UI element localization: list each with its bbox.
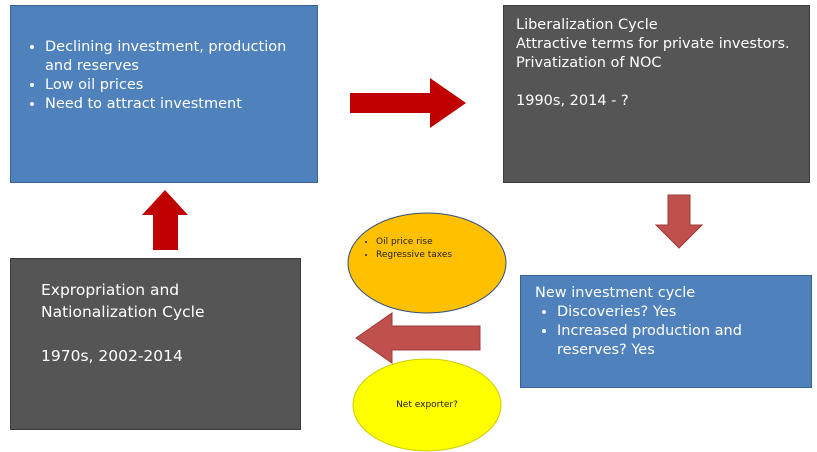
bullet-list: Discoveries? Yes Increased production an…: [535, 303, 803, 360]
note: Oil price rise Regressive taxes: [362, 236, 492, 262]
note-text: Net exporter?: [396, 400, 458, 410]
node-text: Attractive terms for private investors. …: [516, 36, 790, 71]
note-ellipse-orange: [347, 212, 507, 314]
node-title: Expropriation and Nationalization Cycle: [41, 281, 205, 321]
node-title: Liberalization Cycle: [516, 17, 658, 33]
node-box: Declining investment, production and res…: [10, 5, 318, 183]
node-box: Expropriation and Nationalization Cycle …: [10, 258, 301, 430]
arrow-right: [350, 78, 466, 128]
bullet: Discoveries? Yes: [557, 303, 803, 322]
note-ellipse-yellow: [352, 358, 502, 452]
bullet-list: Oil price rise Regressive taxes: [362, 236, 492, 262]
bullet: Regressive taxes: [376, 249, 492, 262]
node-box: Liberalization Cycle Attractive terms fo…: [503, 5, 810, 183]
bullet: Increased production and reserves? Yes: [557, 322, 803, 360]
arrow-up: [142, 190, 188, 250]
arrow-down: [654, 194, 704, 249]
bullet: Oil price rise: [376, 236, 492, 249]
note: Net exporter?: [374, 399, 480, 412]
bullet-list: Declining investment, production and res…: [23, 38, 307, 114]
bullet: Need to attract investment: [45, 95, 307, 114]
bullet: Declining investment, production and res…: [45, 38, 307, 76]
bullet: Low oil prices: [45, 76, 307, 95]
node-box: New investment cycle Discoveries? Yes In…: [520, 275, 812, 388]
node-title: New investment cycle: [535, 285, 696, 301]
node-date: 1970s, 2002-2014: [41, 347, 183, 365]
node-date: 1990s, 2014 - ?: [516, 93, 629, 109]
arrow-left: [355, 312, 481, 364]
